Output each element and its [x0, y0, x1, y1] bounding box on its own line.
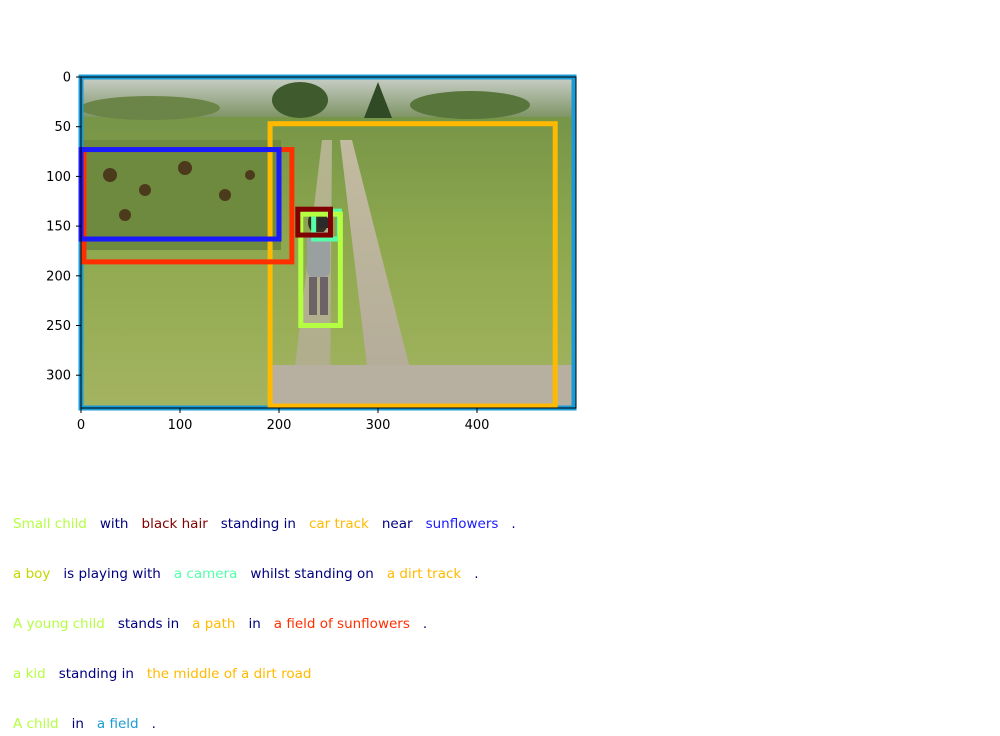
- x-tick-label: 100: [168, 418, 193, 433]
- x-axis-ticks: 0 100 200 300 400: [77, 408, 490, 433]
- y-tick-label: 100: [46, 170, 71, 185]
- caption-phrase: car track: [308, 516, 369, 532]
- y-tick-label: 50: [54, 120, 71, 135]
- x-tick-label: 300: [366, 418, 391, 433]
- y-tick-label: 0: [63, 71, 71, 86]
- y-tick-label: 150: [46, 220, 71, 235]
- caption-phrase: a field of sunflowers: [273, 616, 410, 632]
- x-tick-label: 0: [77, 418, 85, 433]
- caption-phrase: standing in: [58, 666, 134, 682]
- caption-phrase: a path: [192, 616, 236, 632]
- caption-phrase: a boy: [13, 566, 51, 582]
- caption-line: A child in a field.: [13, 716, 169, 736]
- caption-phrase: a field: [96, 716, 139, 732]
- caption-phrase: the middle of a dirt road: [146, 666, 312, 682]
- caption-phrase: .: [151, 716, 156, 732]
- axes-frame: [80, 76, 577, 409]
- x-tick-label: 400: [465, 418, 490, 433]
- caption-line: a kid standing in the middle of a dirt roa…: [13, 666, 324, 686]
- caption-line: A young child stands in a path in a field of…: [13, 616, 440, 636]
- caption-phrase: sunflowers: [425, 516, 499, 532]
- bounding-box-car-track: [267, 121, 558, 409]
- bounding-box-black-hair: [295, 206, 333, 238]
- caption-phrase: a camera: [173, 566, 238, 582]
- caption-phrase: Small child: [13, 516, 87, 532]
- caption-line: a boy is playing with a camera whilst stand…: [13, 566, 492, 586]
- caption-phrase: whilst standing on: [250, 566, 374, 582]
- caption-phrase: .: [511, 516, 516, 532]
- caption-phrase: a dirt track: [386, 566, 462, 582]
- caption-phrase: is playing with: [63, 566, 161, 582]
- y-tick-label: 300: [46, 369, 71, 384]
- caption-phrase: A child: [13, 716, 59, 732]
- caption-phrase: black hair: [141, 516, 208, 532]
- photo-image: [81, 77, 576, 408]
- caption-phrase: .: [474, 566, 479, 582]
- y-tick-label: 200: [46, 269, 71, 284]
- bounding-box-small-child: [298, 211, 343, 328]
- caption-phrase: near: [381, 516, 413, 532]
- caption-phrase: standing in: [220, 516, 296, 532]
- caption-phrase: A young child: [13, 616, 105, 632]
- caption-phrase: with: [99, 516, 129, 532]
- caption-line: Small child with black hair standing in car …: [13, 516, 529, 536]
- caption-phrase: a kid: [13, 666, 46, 682]
- caption-phrase: .: [422, 616, 428, 632]
- annotated-figure: 0 100 200 300 400 0 50 100 150 200 250 300: [46, 71, 577, 433]
- y-axis-ticks: 0 50 100 150 200 250 300: [46, 71, 81, 384]
- caption-phrase: stands in: [117, 616, 180, 632]
- caption-phrase: in: [248, 616, 261, 632]
- x-tick-label: 200: [267, 418, 292, 433]
- caption-phrase: in: [71, 716, 84, 732]
- y-tick-label: 250: [46, 319, 71, 334]
